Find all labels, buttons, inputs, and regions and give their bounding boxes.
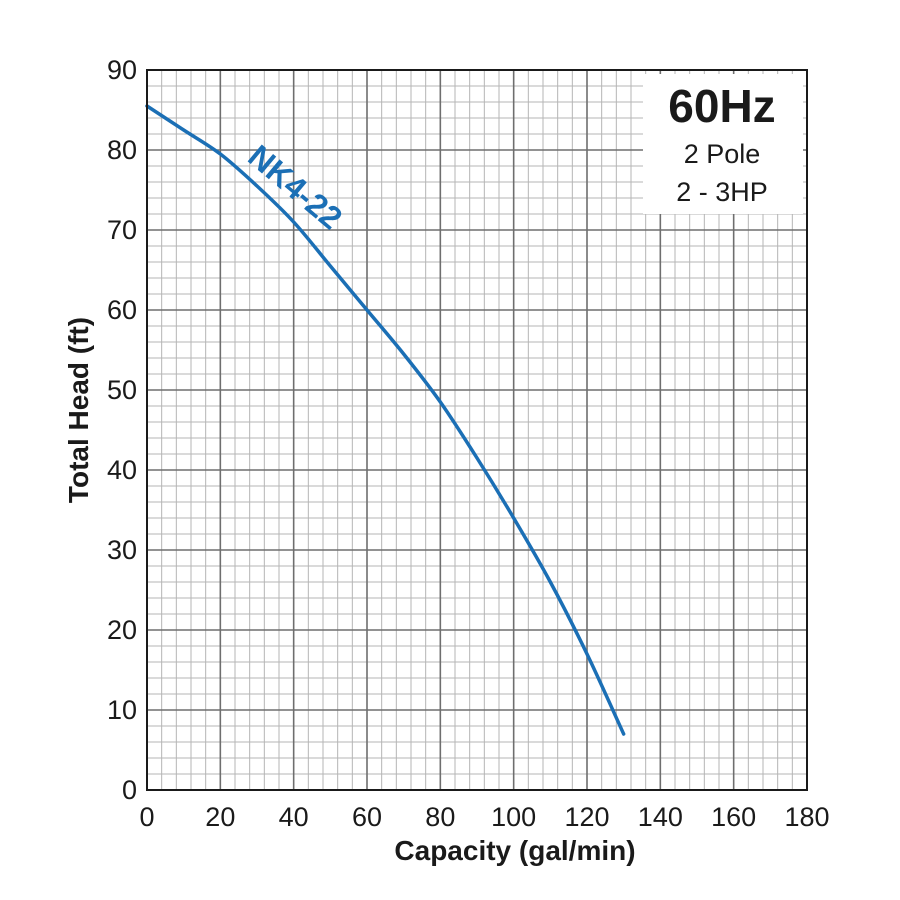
x-tick-label: 80 [425, 802, 455, 832]
x-tick-label: 40 [279, 802, 309, 832]
info-box: 60Hz 2 Pole 2 - 3HP [643, 74, 803, 214]
y-tick-label: 30 [107, 535, 137, 565]
frequency-label: 60Hz [668, 80, 775, 132]
y-tick-label: 20 [107, 615, 137, 645]
plot-frame [146, 69, 808, 791]
grid [147, 70, 807, 790]
x-axis-label: Capacity (gal/min) [394, 835, 635, 866]
y-tick-label: 50 [107, 375, 137, 405]
y-tick-label: 10 [107, 695, 137, 725]
x-tick-label: 140 [638, 802, 683, 832]
power-label: 2 - 3HP [676, 177, 768, 207]
x-tick-label: 60 [352, 802, 382, 832]
y-axis-label: Total Head (ft) [63, 317, 94, 503]
x-tick-label: 160 [711, 802, 756, 832]
x-tick-label: 20 [205, 802, 235, 832]
series-line-nk4-22 [145, 104, 626, 736]
x-tick-label: 100 [491, 802, 536, 832]
y-tick-label: 60 [107, 295, 137, 325]
curve-layer [145, 104, 626, 736]
x-tick-label: 180 [784, 802, 829, 832]
y-tick-label: 70 [107, 215, 137, 245]
y-tick-label: 0 [122, 775, 137, 805]
y-tick-label: 40 [107, 455, 137, 485]
y-tick-label: 80 [107, 135, 137, 165]
x-tick-label: 0 [139, 802, 154, 832]
poles-label: 2 Pole [684, 139, 761, 169]
info-box-background [643, 74, 803, 214]
x-tick-label: 120 [564, 802, 609, 832]
y-tick-label: 90 [107, 55, 137, 85]
tick-labels: 0 20 40 60 80 100 120 140 160 180 0 10 20 30 40 50 60 70 8… [107, 55, 830, 832]
